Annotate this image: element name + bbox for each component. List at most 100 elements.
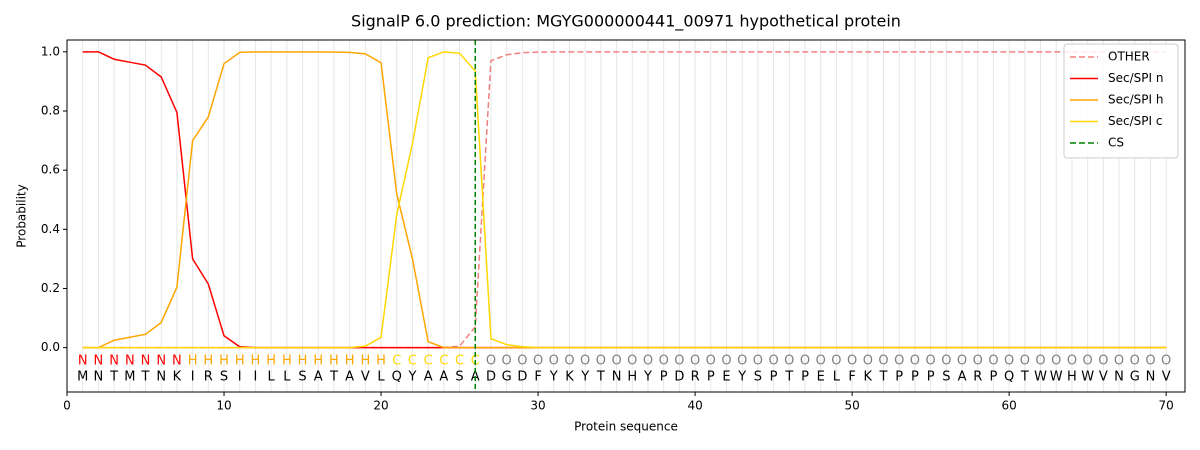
residue-label: O: [831, 354, 841, 369]
residue: P: [990, 370, 998, 385]
residue-label: N: [109, 354, 119, 369]
residue: Y: [407, 370, 416, 385]
residue-label: N: [156, 354, 166, 369]
residue-label: O: [737, 354, 747, 369]
residue: L: [833, 370, 841, 385]
residue: Y: [643, 370, 652, 385]
residue: E: [722, 370, 730, 385]
residue: N: [94, 370, 104, 385]
residue: S: [298, 370, 306, 385]
legend-label: Sec/SPI c: [1108, 114, 1162, 128]
residue-label: O: [706, 354, 716, 369]
residue-label: N: [141, 354, 151, 369]
residue-label: C: [408, 354, 417, 369]
y-tick-label: 0.8: [41, 103, 60, 117]
residue-label: O: [517, 354, 527, 369]
series-line: [82, 51, 1167, 349]
residue-label: O: [878, 354, 888, 369]
residue-label: O: [1161, 354, 1171, 369]
residue-label: C: [455, 354, 464, 369]
residue: Q: [392, 370, 402, 385]
residue-label: O: [1004, 354, 1014, 369]
legend-label: Sec/SPI n: [1108, 71, 1163, 85]
x-tick-label: 10: [216, 399, 231, 413]
x-axis-label: Protein sequence: [574, 420, 678, 434]
series-line: [82, 51, 1167, 349]
residue: H: [1067, 370, 1077, 385]
x-tick-label: 20: [373, 399, 388, 413]
legend-label: Sec/SPI h: [1108, 93, 1163, 107]
residue: R: [691, 370, 700, 385]
residue: Y: [580, 370, 589, 385]
x-tick-label: 70: [1159, 399, 1174, 413]
residue-label: O: [596, 354, 606, 369]
residue-label: O: [1130, 354, 1140, 369]
residue: T: [784, 370, 793, 385]
residue: I: [238, 370, 242, 385]
residue-label: C: [424, 354, 433, 369]
series-line: [82, 51, 1167, 349]
residue: F: [534, 370, 541, 385]
residue: P: [660, 370, 668, 385]
y-tick-label: 0.0: [41, 340, 60, 354]
residue-label: O: [1098, 354, 1108, 369]
residue: S: [455, 370, 463, 385]
x-tick-label: 60: [1001, 399, 1016, 413]
residue-label: N: [78, 354, 88, 369]
residue-label: O: [627, 354, 637, 369]
residue-label: C: [439, 354, 448, 369]
residue: P: [770, 370, 778, 385]
residue: N: [1114, 370, 1124, 385]
residue: W: [1081, 370, 1094, 385]
residue: Y: [737, 370, 746, 385]
residue: K: [864, 370, 873, 385]
residue: N: [156, 370, 166, 385]
residue: S: [220, 370, 228, 385]
residue-label: O: [910, 354, 920, 369]
y-tick-label: 1.0: [41, 44, 60, 58]
residue-label: O: [753, 354, 763, 369]
residue-label: O: [926, 354, 936, 369]
residue-label: C: [392, 354, 401, 369]
residue-label: O: [973, 354, 983, 369]
plot-frame: [66, 39, 1186, 393]
residue: F: [848, 370, 855, 385]
residue-label: O: [659, 354, 669, 369]
residue: D: [517, 370, 527, 385]
residue: A: [439, 370, 448, 385]
residue-label: H: [235, 354, 245, 369]
residue-label: N: [172, 354, 182, 369]
residue: Q: [1004, 370, 1014, 385]
residue-label: O: [721, 354, 731, 369]
residue-label: O: [533, 354, 543, 369]
residue-label: O: [549, 354, 559, 369]
residue-label: O: [611, 354, 621, 369]
y-tick-label: 0.6: [41, 163, 60, 177]
residue: Y: [549, 370, 558, 385]
y-axis-label: Probability: [15, 184, 29, 247]
residue: V: [1099, 370, 1108, 385]
residue: V: [1162, 370, 1171, 385]
series-line: [82, 51, 1167, 349]
y-tick-label: 0.2: [41, 281, 60, 295]
residue: A: [345, 370, 354, 385]
residue-label: O: [1083, 354, 1093, 369]
residue: S: [942, 370, 950, 385]
residue: H: [627, 370, 637, 385]
residue-label: H: [188, 354, 198, 369]
residue-label: N: [94, 354, 104, 369]
x-tick-label: 50: [844, 399, 859, 413]
residue-label: H: [313, 354, 323, 369]
residue-label: H: [298, 354, 308, 369]
residue: I: [254, 370, 258, 385]
residue: I: [191, 370, 195, 385]
residue: M: [124, 370, 135, 385]
residue-label: O: [502, 354, 512, 369]
residue-label: O: [580, 354, 590, 369]
residue-label: H: [345, 354, 355, 369]
residue-label: O: [941, 354, 951, 369]
x-tick-label: 40: [687, 399, 702, 413]
residue: T: [329, 370, 338, 385]
chart-title: SignalP 6.0 prediction: MGYG000000441_00…: [351, 12, 901, 32]
x-tick-label: 30: [530, 399, 545, 413]
